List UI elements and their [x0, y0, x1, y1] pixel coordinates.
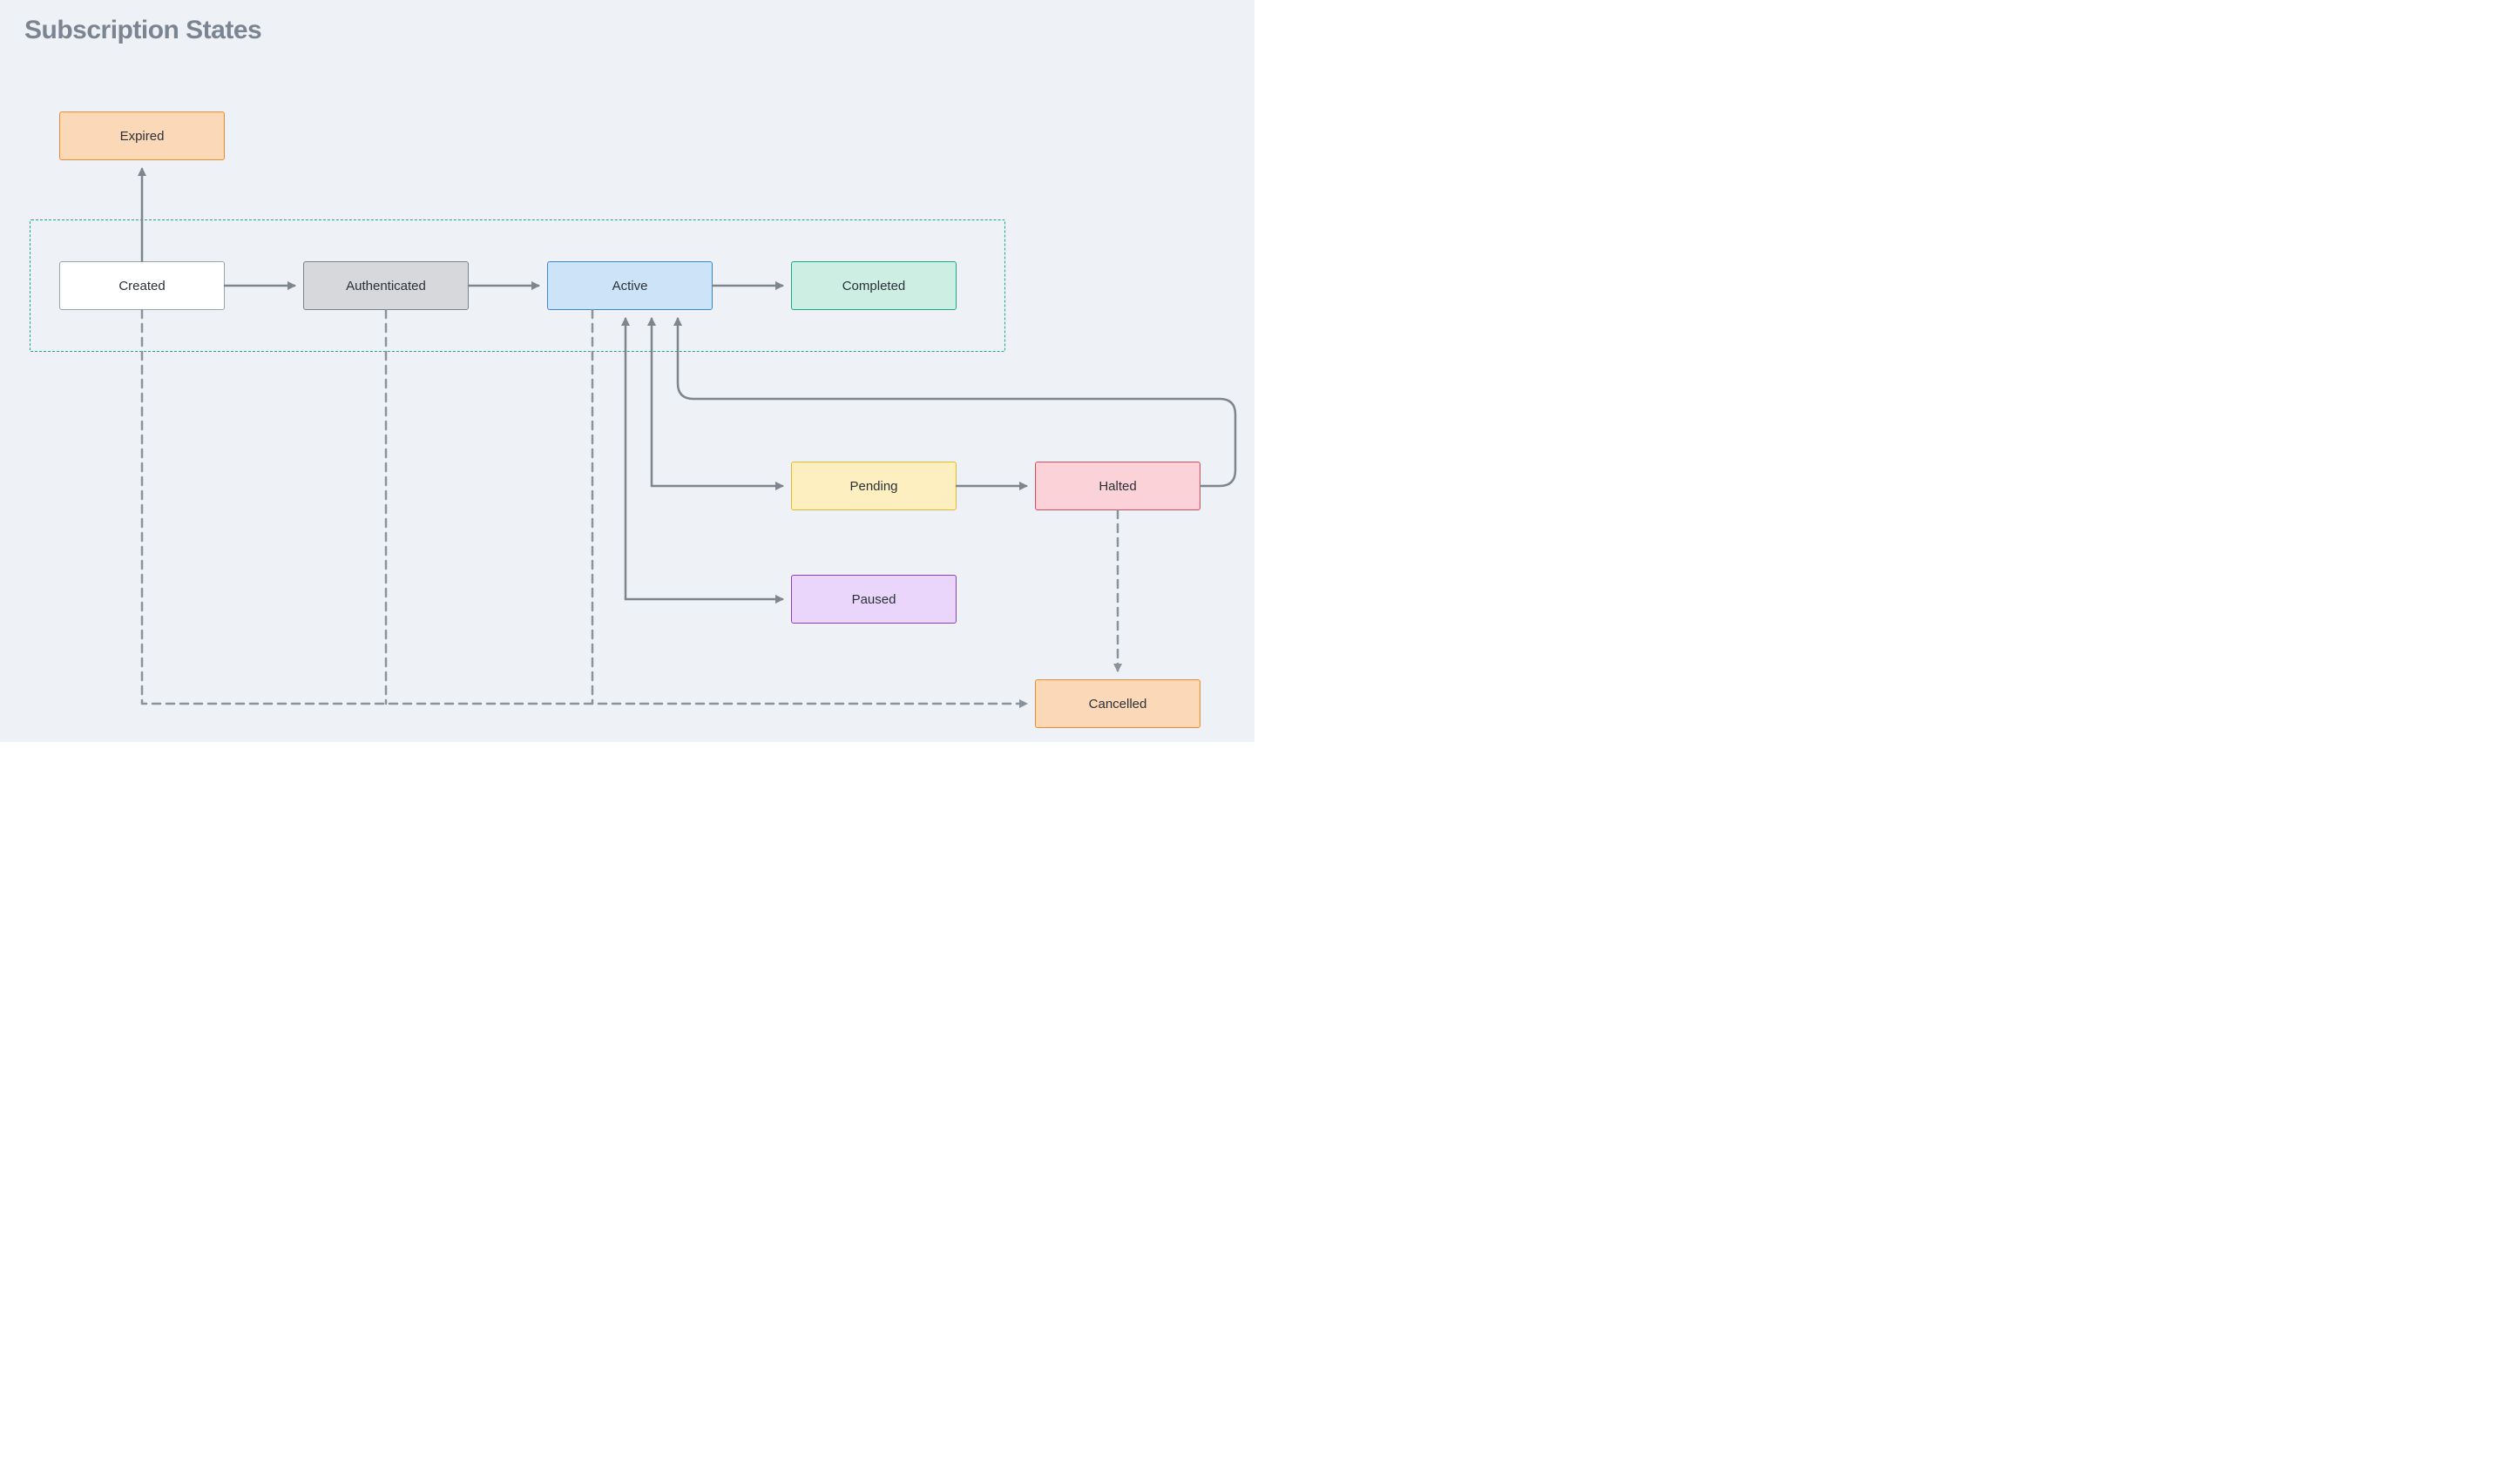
node-paused: Paused: [791, 575, 957, 624]
node-halted: Halted: [1035, 462, 1200, 510]
node-active: Active: [547, 261, 713, 310]
node-label: Cancelled: [1089, 697, 1147, 712]
node-label: Halted: [1099, 479, 1136, 494]
node-cancelled: Cancelled: [1035, 679, 1200, 728]
node-pending: Pending: [791, 462, 957, 510]
node-label: Pending: [849, 479, 897, 494]
node-label: Active: [612, 279, 648, 293]
node-created: Created: [59, 261, 225, 310]
node-expired: Expired: [59, 111, 225, 160]
node-label: Paused: [852, 592, 896, 607]
node-label: Created: [118, 279, 165, 293]
diagram-canvas: Subscription States Expired Created Auth…: [0, 0, 1254, 742]
node-label: Authenticated: [346, 279, 426, 293]
node-authenticated: Authenticated: [303, 261, 469, 310]
page-title: Subscription States: [24, 16, 261, 45]
node-label: Expired: [120, 129, 165, 144]
node-completed: Completed: [791, 261, 957, 310]
node-label: Completed: [842, 279, 906, 293]
